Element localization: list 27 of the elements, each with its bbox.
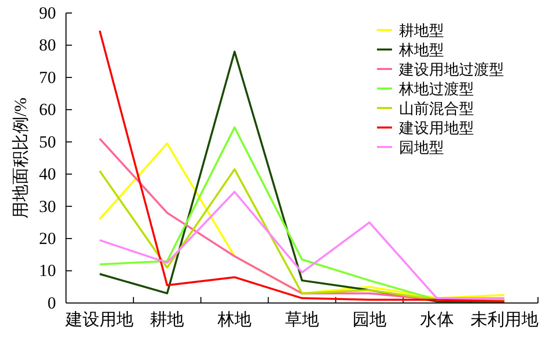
x-tick-label: 未利用地: [470, 310, 538, 330]
x-tick-label: 建设用地: [64, 310, 134, 330]
line-series: [98, 168, 506, 301]
y-tick-label: 20: [39, 228, 56, 248]
legend-label: 林地型: [398, 42, 444, 59]
legend-label: 山前混合型: [399, 100, 474, 118]
x-tick-label: 草地: [285, 310, 319, 330]
y-tick-label: 50: [39, 132, 56, 152]
y-tick-label: 40: [39, 164, 56, 184]
line-series: [98, 190, 506, 300]
x-tick-label: 水体: [420, 310, 454, 330]
y-tick-label: 10: [39, 261, 56, 280]
legend-label: 耕地型: [399, 22, 444, 40]
legend-label: 园地型: [399, 139, 444, 156]
y-tick-label: 60: [39, 100, 56, 120]
y-tick-label: 70: [39, 68, 56, 87]
x-tick-label: 林地: [216, 310, 252, 330]
y-tick-label: 0: [48, 293, 56, 312]
x-tick-label: 园地: [352, 310, 386, 330]
legend-label: 建设用地过渡型: [398, 61, 504, 78]
y-tick-label: 80: [39, 36, 56, 55]
legend-label: 建设用地型: [398, 120, 474, 137]
y-tick-label: 30: [39, 196, 56, 216]
legend-label: 林地过渡型: [398, 80, 474, 98]
y-tick-label: 90: [39, 3, 56, 22]
x-tick-label: 耕地: [150, 310, 184, 330]
y-axis-title: 用地面积比例/%: [11, 98, 30, 218]
